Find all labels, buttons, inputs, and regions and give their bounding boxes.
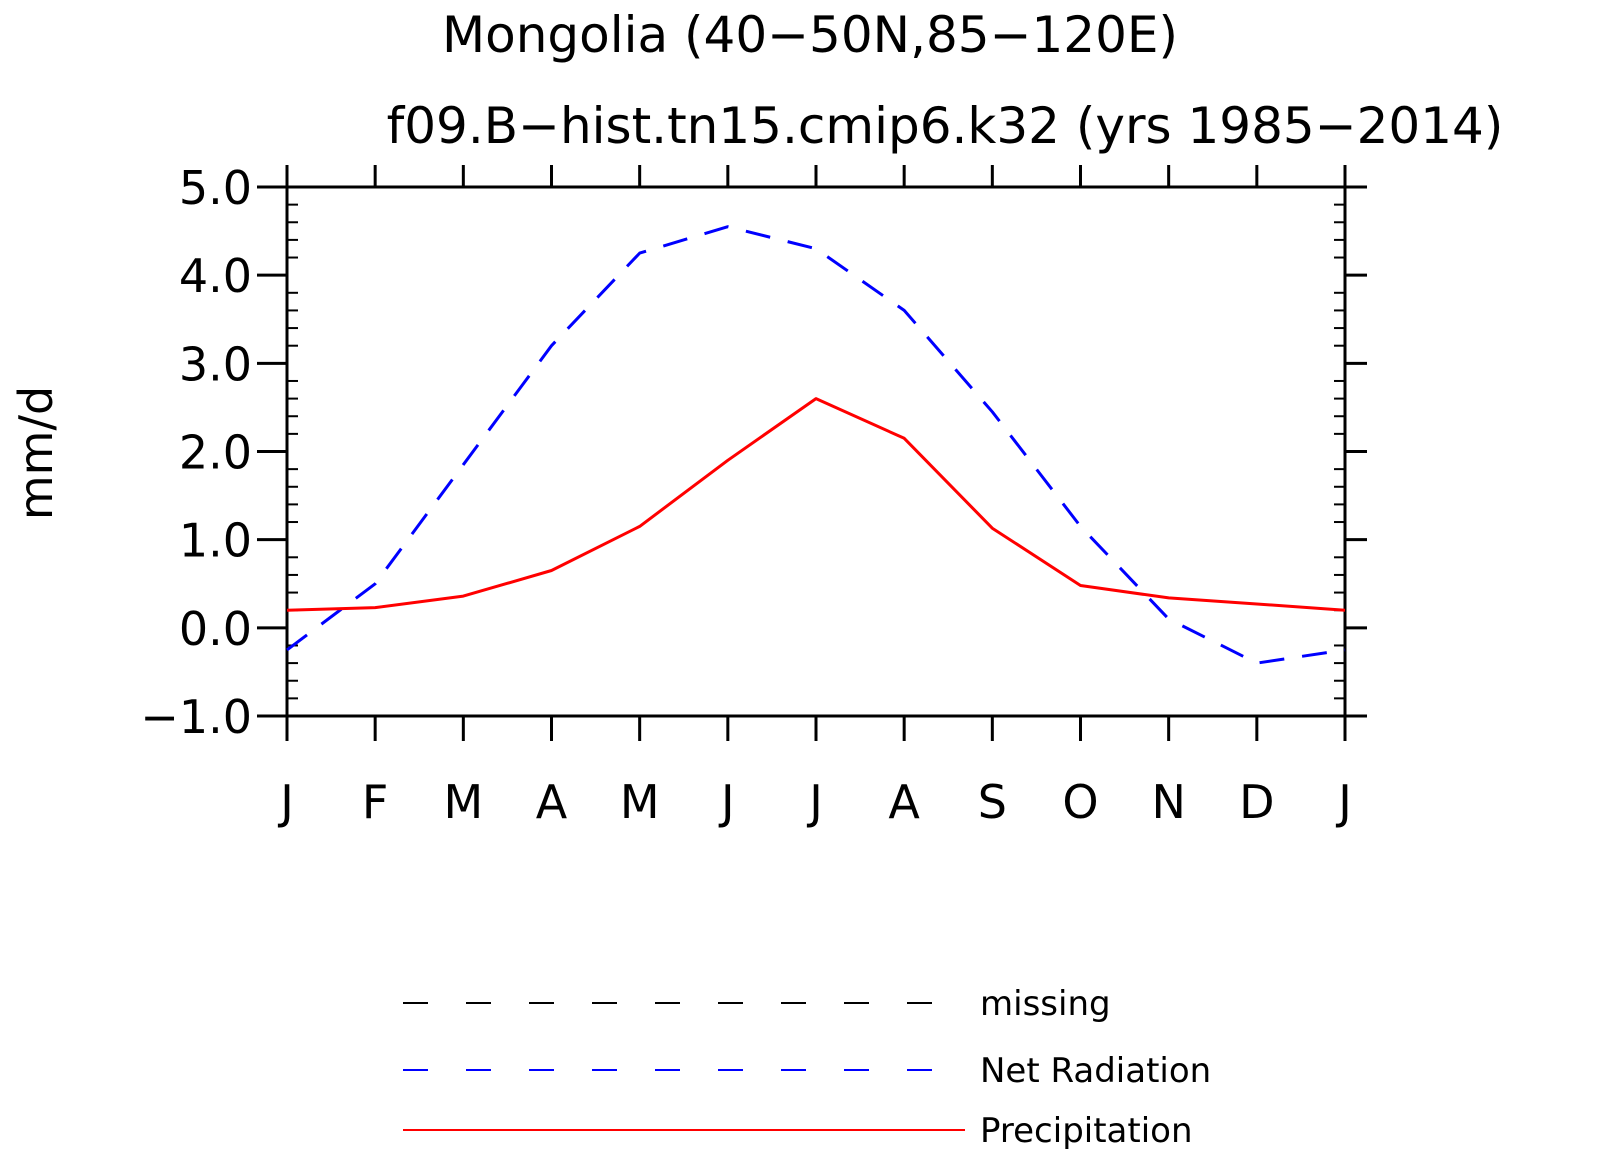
- x-tick-label: J: [1335, 775, 1352, 829]
- x-tick-label: J: [806, 775, 823, 829]
- x-tick-label: A: [888, 775, 920, 829]
- x-tick-label: M: [443, 775, 483, 829]
- y-tick-label: 2.0: [179, 426, 252, 480]
- x-tick-label: J: [277, 775, 294, 829]
- plot-frame: [285, 185, 1347, 718]
- legend: missing Net Radiation Precipitation: [403, 984, 1211, 1151]
- series-line-precipitation: [286, 397, 1346, 612]
- series-lines: [286, 225, 1346, 665]
- x-tick-label: M: [620, 775, 660, 829]
- y-tick-label: 1.0: [179, 514, 252, 568]
- y-tick-label: 5.0: [179, 161, 252, 215]
- x-tick-label: D: [1239, 775, 1274, 829]
- legend-label-precipitation: Precipitation: [980, 1111, 1193, 1151]
- x-tick-label: N: [1151, 775, 1185, 829]
- x-tick-label: A: [536, 775, 568, 829]
- chart-subtitle: f09.B−hist.tn15.cmip6.k32 (yrs 1985−2014…: [387, 97, 1504, 155]
- y-tick-label: 4.0: [179, 249, 252, 303]
- y-tick-labels: −1.0 0.0 1.0 2.0 3.0 4.0 5.0: [140, 161, 252, 744]
- y-tick-label: −1.0: [140, 690, 252, 744]
- x-tick-label: F: [362, 775, 388, 829]
- y-tick-label: 0.0: [179, 602, 252, 656]
- x-tick-label: S: [978, 775, 1007, 829]
- legend-label-missing: missing: [980, 984, 1111, 1024]
- chart-title: Mongolia (40−50N,85−120E): [442, 6, 1178, 64]
- plot-axes: [285, 185, 1347, 718]
- y-axis-title: mm/d: [9, 386, 63, 520]
- legend-label-net-radiation: Net Radiation: [980, 1051, 1211, 1091]
- axis-ticks: [257, 165, 1367, 741]
- x-tick-label: J: [718, 775, 735, 829]
- y-tick-label: 3.0: [179, 337, 252, 391]
- x-tick-label: O: [1062, 775, 1098, 829]
